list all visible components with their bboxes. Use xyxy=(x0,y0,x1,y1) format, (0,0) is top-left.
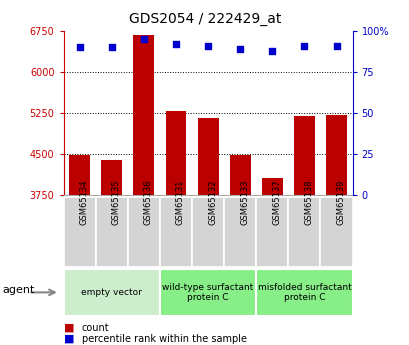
Text: misfolded surfactant
protein C: misfolded surfactant protein C xyxy=(257,283,351,302)
Text: GSM65131: GSM65131 xyxy=(175,179,184,225)
Bar xyxy=(95,197,128,267)
Text: GDS2054 / 222429_at: GDS2054 / 222429_at xyxy=(128,12,281,26)
Bar xyxy=(133,35,154,195)
Text: GSM65133: GSM65133 xyxy=(240,179,249,225)
Text: ■: ■ xyxy=(63,334,74,344)
Bar xyxy=(160,197,191,267)
Bar xyxy=(63,269,160,316)
Bar xyxy=(128,197,160,267)
Bar xyxy=(256,269,352,316)
Point xyxy=(204,43,211,49)
Text: GSM65136: GSM65136 xyxy=(144,179,153,225)
Text: empty vector: empty vector xyxy=(81,288,142,297)
Point xyxy=(108,45,115,50)
Point xyxy=(172,41,179,47)
Text: ■: ■ xyxy=(63,323,74,333)
Text: GSM65138: GSM65138 xyxy=(303,179,312,225)
Bar xyxy=(101,160,122,195)
Bar xyxy=(69,155,90,195)
Point xyxy=(300,43,307,49)
Bar xyxy=(325,115,346,195)
Bar xyxy=(160,269,256,316)
Text: GSM65137: GSM65137 xyxy=(272,179,281,225)
Bar xyxy=(165,111,186,195)
Bar xyxy=(288,197,320,267)
Text: count: count xyxy=(82,323,109,333)
Text: percentile rank within the sample: percentile rank within the sample xyxy=(82,334,246,344)
Point xyxy=(236,46,243,52)
Point xyxy=(140,37,147,42)
Text: GSM65134: GSM65134 xyxy=(79,179,88,225)
Bar xyxy=(261,178,282,195)
Text: wild-type surfactant
protein C: wild-type surfactant protein C xyxy=(162,283,253,302)
Text: GSM65135: GSM65135 xyxy=(111,179,120,225)
Bar xyxy=(197,118,218,195)
Point xyxy=(76,45,83,50)
Text: GSM65132: GSM65132 xyxy=(207,179,216,225)
Text: agent: agent xyxy=(2,285,34,295)
Point xyxy=(333,43,339,49)
Text: GSM65139: GSM65139 xyxy=(336,179,345,225)
Bar xyxy=(293,116,314,195)
Bar xyxy=(320,197,352,267)
Bar xyxy=(229,155,250,195)
Bar xyxy=(191,197,224,267)
Bar xyxy=(256,197,288,267)
Bar xyxy=(224,197,256,267)
Point xyxy=(268,48,275,53)
Bar xyxy=(63,197,95,267)
